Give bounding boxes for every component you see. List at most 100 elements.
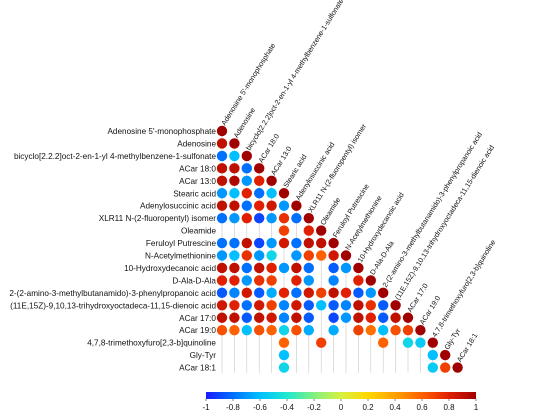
correlation-cell: [241, 200, 252, 211]
correlation-cell: [402, 325, 414, 336]
colorbar-tick-label: 0.2: [362, 403, 374, 412]
correlation-cell: [278, 262, 290, 274]
correlation-cell: [266, 200, 277, 211]
correlation-cell: [254, 163, 265, 174]
correlation-cell: [303, 250, 314, 261]
correlation-cell: [241, 237, 252, 249]
row-label: N-Acetylmethionine: [145, 252, 216, 261]
correlation-cell: [291, 237, 302, 249]
correlation-cell: [216, 200, 228, 211]
correlation-cell: [241, 212, 252, 224]
correlation-cell: [229, 325, 240, 336]
column-label: bicyclo[2.2.2]oct-2-en-1-yl 4-methylbenz…: [244, 0, 346, 152]
correlation-cell: [241, 175, 252, 186]
correlation-cell: [303, 225, 314, 236]
correlation-cell: [378, 325, 389, 336]
correlation-cell: [291, 250, 302, 261]
correlation-cell: [266, 262, 277, 274]
correlation-cell: [241, 250, 252, 261]
correlation-cell: [241, 300, 252, 311]
correlation-cell: [254, 287, 265, 299]
correlation-cell: [328, 287, 339, 299]
correlation-cell: [266, 300, 277, 311]
correlation-cell: [216, 262, 228, 274]
correlation-cell: [303, 262, 314, 274]
correlation-cell: [254, 200, 265, 211]
correlation-cell: [340, 250, 352, 261]
correlation-cell: [353, 275, 364, 286]
colorbar-tick-label: 0: [339, 403, 344, 412]
row-label: Feruloyl Putrescine: [146, 239, 217, 248]
correlation-cell: [216, 312, 228, 323]
correlation-cell: [254, 262, 265, 274]
correlation-cell: [278, 287, 290, 299]
correlation-cell: [216, 163, 228, 174]
correlation-cell: [254, 175, 265, 186]
row-label: 10-Hydroxydecanoic acid: [124, 264, 216, 273]
correlation-cell: [365, 300, 376, 311]
correlation-cell: [353, 300, 364, 311]
correlation-cell: [216, 300, 228, 311]
colorbar-tick-label: -0.6: [253, 403, 267, 412]
correlation-cell: [402, 312, 414, 323]
correlation-cell: [278, 188, 290, 199]
correlation-cell: [440, 362, 451, 373]
correlation-cell: [303, 275, 314, 286]
correlation-cell: [427, 337, 438, 348]
correlation-cell: [278, 212, 290, 224]
correlation-cell: [254, 250, 265, 261]
correlation-cell: [216, 138, 228, 149]
correlation-cell: [328, 262, 339, 274]
correlation-cell: [241, 325, 252, 336]
correlation-cell: [415, 337, 426, 348]
correlation-cell: [278, 237, 290, 249]
correlation-cell: [440, 349, 451, 361]
row-label: Gly-Tyr: [190, 351, 217, 360]
correlation-cell: [291, 275, 302, 286]
correlation-cell: [415, 325, 426, 336]
row-label: Adenosine 5'-monophosphate: [107, 127, 216, 136]
correlation-cell: [266, 212, 277, 224]
row-labels: Adenosine 5'-monophosphate Adenosine bicyc…: [9, 127, 216, 373]
correlation-cell: [241, 188, 252, 199]
correlation-cell: [303, 212, 314, 224]
correlation-cell: [390, 312, 401, 323]
correlation-cell: [316, 237, 327, 249]
correlation-cell: [365, 287, 376, 299]
correlation-cell: [278, 325, 290, 336]
correlation-cell: [291, 212, 302, 224]
row-label: Stearic acid: [173, 189, 216, 198]
correlation-cell: [365, 275, 376, 286]
row-label: 4,7,8-trimethoxyfuro[2,3-b]quinoline: [87, 339, 216, 348]
colorbar-tick-label: 0.8: [443, 403, 455, 412]
row-label: Adenylosuccinic acid: [140, 202, 216, 211]
correlation-cell: [303, 237, 314, 249]
colorbar-tick-label: -1: [202, 403, 210, 412]
column-label: Gly-Tyr: [442, 326, 462, 351]
correlation-cell: [291, 287, 302, 299]
row-label: D-Ala-D-Ala: [172, 276, 216, 285]
correlation-cell: [328, 312, 339, 323]
correlation-cell: [365, 312, 376, 323]
correlation-cell: [229, 275, 240, 286]
correlation-cell: [266, 287, 277, 299]
correlation-cell: [390, 300, 401, 311]
correlation-cell: [278, 349, 290, 361]
correlation-cell: [241, 150, 252, 162]
correlation-cell: [254, 275, 265, 286]
correlation-cell: [266, 237, 277, 249]
correlation-cell: [378, 300, 389, 311]
correlation-cell: [241, 287, 252, 299]
correlation-cell: [216, 175, 228, 186]
colorbar-tick-label: 0.6: [416, 403, 428, 412]
row-label: ACar 19:0: [179, 326, 216, 335]
colorbar-tick-label: 1: [474, 403, 479, 412]
colorbar-tick-label: 0.4: [389, 403, 401, 412]
correlation-cell: [254, 312, 265, 323]
correlation-cell: [316, 337, 327, 348]
correlation-cell: [266, 312, 277, 323]
correlation-cell: [229, 312, 240, 323]
correlation-cell: [266, 188, 277, 199]
